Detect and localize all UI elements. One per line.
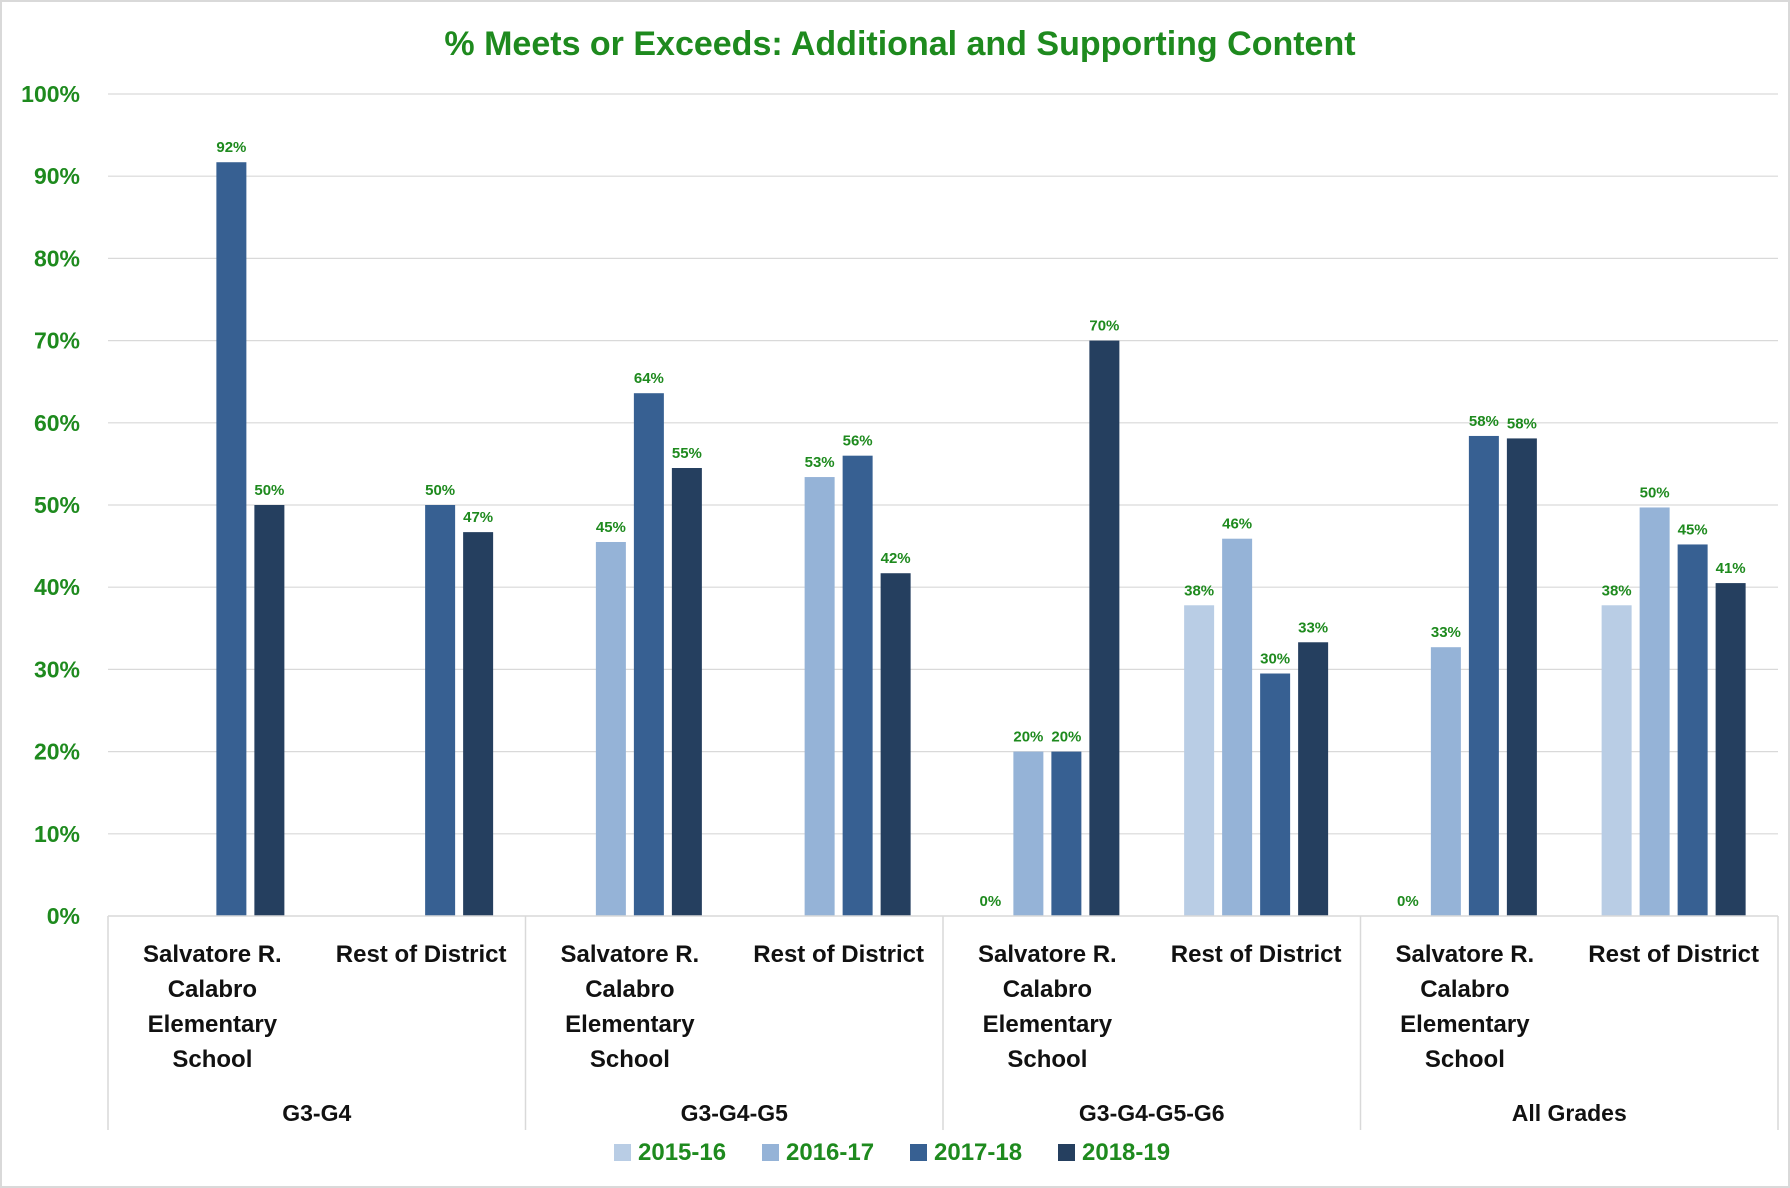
data-label: 0% xyxy=(980,893,1002,910)
category-label: Salvatore R. Calabro Elementary School xyxy=(561,941,700,1073)
bar xyxy=(595,541,626,916)
category-label: Rest of District xyxy=(753,941,924,968)
data-label: 42% xyxy=(881,550,911,567)
data-label: 33% xyxy=(1431,624,1461,641)
data-label: 50% xyxy=(1640,484,1670,501)
data-label: 38% xyxy=(1602,582,1632,599)
bar xyxy=(254,505,285,916)
legend-swatch xyxy=(762,1144,779,1161)
bars xyxy=(216,162,1746,917)
data-label: 0% xyxy=(1397,893,1419,910)
y-tick-label: 40% xyxy=(34,574,80,600)
legend: 2015-16 2016-17 2017-18 2018-19 xyxy=(614,1139,1170,1166)
y-tick-label: 30% xyxy=(34,656,80,682)
y-tick-label: 20% xyxy=(34,739,80,765)
data-label: 92% xyxy=(216,139,246,156)
y-tick-label: 60% xyxy=(34,410,80,436)
bar xyxy=(1506,438,1537,916)
data-label: 64% xyxy=(634,370,664,387)
data-label: 46% xyxy=(1222,516,1252,533)
legend-label: 2015-16 xyxy=(638,1139,726,1166)
data-label: 20% xyxy=(1013,729,1043,746)
legend-swatch xyxy=(1058,1144,1075,1161)
category-label: Salvatore R. Calabro Elementary School xyxy=(978,941,1117,1073)
bar xyxy=(1184,605,1215,916)
bar xyxy=(1089,340,1120,917)
legend-label: 2017-18 xyxy=(934,1139,1022,1166)
data-label: 47% xyxy=(463,509,493,526)
category-label: Salvatore R. Calabro Elementary School xyxy=(143,941,282,1073)
legend-label: 2016-17 xyxy=(786,1139,874,1166)
bar xyxy=(633,393,664,916)
category-label: Rest of District xyxy=(336,941,507,968)
bar xyxy=(1639,507,1670,916)
data-label: 45% xyxy=(1678,521,1708,538)
data-label: 33% xyxy=(1298,619,1328,636)
y-tick-label: 90% xyxy=(34,163,80,189)
y-tick-label: 100% xyxy=(21,81,80,107)
data-label: 30% xyxy=(1260,651,1290,668)
category-axis: Salvatore R. Calabro Elementary School Rest … xyxy=(107,915,1779,1130)
bar xyxy=(1601,605,1632,916)
group-label: G3-G4-G5-G6 xyxy=(1079,1100,1225,1126)
category-label: Salvatore R. Calabro Elementary School xyxy=(1396,941,1535,1073)
data-label: 70% xyxy=(1089,318,1119,335)
data-label: 56% xyxy=(843,433,873,450)
bar xyxy=(216,162,247,916)
bar xyxy=(1051,751,1082,916)
legend-label: 2018-19 xyxy=(1082,1139,1170,1166)
y-tick-label: 50% xyxy=(34,492,80,518)
bar xyxy=(1298,642,1329,916)
bar xyxy=(1222,538,1253,916)
bar xyxy=(1715,583,1746,916)
legend-swatch xyxy=(910,1144,927,1161)
data-label: 55% xyxy=(672,445,702,462)
group-label: All Grades xyxy=(1512,1100,1627,1126)
data-label: 20% xyxy=(1051,729,1081,746)
data-label: 58% xyxy=(1507,415,1537,432)
data-label: 50% xyxy=(254,482,284,499)
bar xyxy=(671,468,702,916)
bar xyxy=(1677,544,1708,916)
bar xyxy=(842,455,873,916)
bar xyxy=(1430,647,1461,916)
bar xyxy=(425,505,456,916)
bar xyxy=(804,477,835,916)
data-label: 53% xyxy=(805,454,835,471)
group-label: G3-G4-G5 xyxy=(681,1100,789,1126)
y-tick-label: 80% xyxy=(34,245,80,271)
data-label: 41% xyxy=(1716,560,1746,577)
bar xyxy=(463,532,494,916)
group-label: G3-G4 xyxy=(282,1100,351,1126)
data-label: 58% xyxy=(1469,413,1499,430)
gridlines xyxy=(108,93,1778,835)
chart-title: % Meets or Exceeds: Additional and Suppo… xyxy=(444,25,1355,63)
bar xyxy=(1260,673,1291,916)
category-label: Rest of District xyxy=(1588,941,1759,968)
bar xyxy=(880,573,911,916)
data-label: 38% xyxy=(1184,582,1214,599)
category-label: Rest of District xyxy=(1171,941,1342,968)
bar xyxy=(1468,435,1499,916)
y-tick-label: 0% xyxy=(47,903,80,929)
y-tick-label: 70% xyxy=(34,328,80,354)
data-label: 50% xyxy=(425,482,455,499)
legend-swatch xyxy=(614,1144,631,1161)
data-labels: 92% 50% 50% 47% 45% 64% 55% 53% 56% 42% 0% 20% 20% 70… xyxy=(216,139,1745,910)
y-axis-ticks: 0% 10% 20% 30% 40% 50% 60% 70% 80% 90% 100% xyxy=(21,81,80,929)
y-tick-label: 10% xyxy=(34,821,80,847)
data-label: 45% xyxy=(596,519,626,536)
bar xyxy=(1013,751,1044,916)
